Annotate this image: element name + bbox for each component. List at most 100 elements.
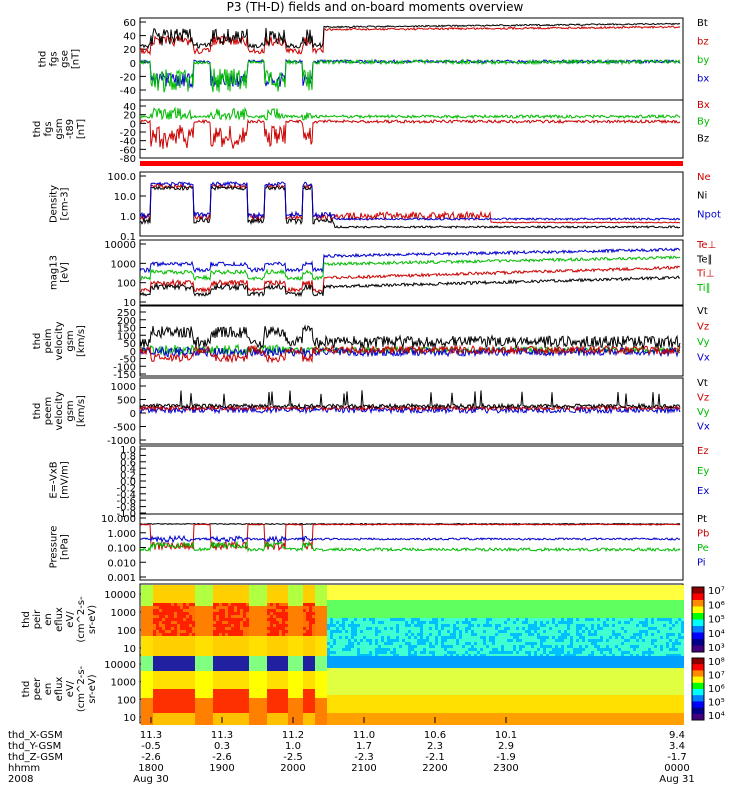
y-tick-label: 0 [130,59,136,70]
colorbar-segment [692,670,704,678]
colorbar-segment [692,600,704,607]
y-tick-label: 150 [117,324,136,335]
x-axis-row-label: thd_Y-GSM [8,741,61,752]
series-legend-label: Bt [697,18,708,29]
colorbar-segment [692,707,704,715]
y-axis-label: thd [32,121,43,138]
series-legend-label: Vz [697,322,709,333]
series-legend-label: Vy [697,337,710,348]
temperature-panel [139,239,684,306]
y-tick-label: 0.100 [107,544,136,555]
y-tick-label: -150 [113,370,136,381]
y-tick-label: 1000 [111,608,136,619]
series-line-vt [139,324,681,350]
y-tick-label: -0.6 [116,496,136,507]
y-axis-label: velocity [54,321,65,360]
series-legend-label: Bx [697,100,710,111]
x-axis-row-value: 0.3 [214,741,230,752]
y-tick-label: -0.8 [116,503,136,514]
y-tick-label: 50 [123,339,136,350]
y-tick-label: 0 [130,409,136,420]
y-axis-label: eflux [54,607,65,632]
colorbar-segment [692,613,704,620]
y-axis-label: [eV] [60,262,71,283]
y-tick-label: -20 [120,128,136,139]
y-axis-label: [km/s] [76,325,87,357]
series-legend-label: Pi [697,558,706,569]
colorbar-segment [692,645,704,653]
series-legend-label: Ne [697,172,711,183]
series-line-pi [139,534,681,544]
y-tick-label: 0.0 [120,477,136,488]
y-tick-label: 10.000 [101,514,136,525]
series-legend-label: Ti⊥ [696,269,714,280]
x-axis-row-value: 2.3 [427,741,443,752]
series-legend-label: Vx [697,422,710,433]
colorbar-tick-label: 10⁶ [708,684,725,695]
chart-title: P3 (TH-D) fields and on-board moments ov… [226,0,524,14]
y-tick-label: -500 [113,423,136,434]
y-tick-label: 60 [123,18,136,29]
series-legend-label: bz [697,37,709,48]
y-tick-label: -60 [120,145,136,156]
y-axis-label: peir [32,609,43,629]
y-axis-label: thd [32,333,43,350]
y-axis-label: (cm^2-s- [76,596,87,643]
y-axis-label: peim [43,328,54,353]
y-axis-label: thd [21,681,32,698]
y-axis-label: gsm [65,400,76,421]
y-tick-label: 100 [117,695,136,706]
y-tick-label: -40 [120,137,136,148]
series-legend-label: By [697,117,710,128]
y-tick-label: 10.0 [114,192,136,203]
colorbar-tick-label: 10⁴ [708,711,725,722]
series-legend-label: Pt [697,514,707,525]
x-axis-row-value: 11.2 [282,730,304,741]
series-legend-label: Pb [697,529,709,540]
series-legend-label: Te∥ [696,254,713,265]
y-axis-label: sr-eV) [87,605,98,634]
x-axis-row-value: -2.5 [283,752,303,763]
x-axis-row-value: 10.1 [495,730,517,741]
colorbar-frame [691,586,705,653]
y-tick-label: 10 [123,713,136,724]
y-axis-label: gse [60,50,71,68]
y-tick-label: 200 [117,316,136,327]
y-tick-label: 0.4 [120,464,136,475]
y-tick-label: 1000 [111,678,136,689]
colorbar-tick-label: 10³ [708,643,725,654]
series-line-ti-par [139,254,681,282]
x-axis-row-value: 0000 [664,763,689,774]
y-axis-label: eflux [54,677,65,702]
x-axis-row-value: 1900 [209,763,234,774]
y-tick-label: 1.0 [120,212,136,223]
colorbar-segment [692,639,704,646]
y-axis-label: eV/ [65,611,76,628]
series-legend-label: Vx [697,353,710,364]
y-axis-label: en [43,683,54,696]
colorbar-segment [692,632,704,640]
series-legend-label: Ez [697,446,709,457]
colorbar-segment [692,658,704,665]
series-line-ni [139,184,680,229]
y-axis-label: (cm^2-s- [76,665,87,712]
spectrogram-image [141,585,684,657]
colorbar-segment [692,619,704,627]
colorbar-frame [691,657,705,721]
y-axis-label: [nT] [71,49,82,69]
y-axis-label: Density [49,185,60,223]
y-axis-label: gsm [54,118,65,139]
y-axis-label: [nT] [76,119,87,139]
x-axis-row-value: 11.3 [211,730,233,741]
y-tick-label: 40 [123,102,136,113]
series-line-npot [139,180,681,222]
orbit-marker-band [140,161,683,166]
x-axis-row-value: 1.0 [285,741,301,752]
y-tick-label: 0 [130,347,136,358]
y-tick-label: 20 [123,45,136,56]
x-axis-row-value: 2300 [493,763,518,774]
y-tick-label: -20 [120,72,136,83]
series-legend-label: Ti∥ [696,283,711,294]
series-legend-label: Pe [697,543,709,554]
x-axis-row-value: -1.9 [496,752,516,763]
